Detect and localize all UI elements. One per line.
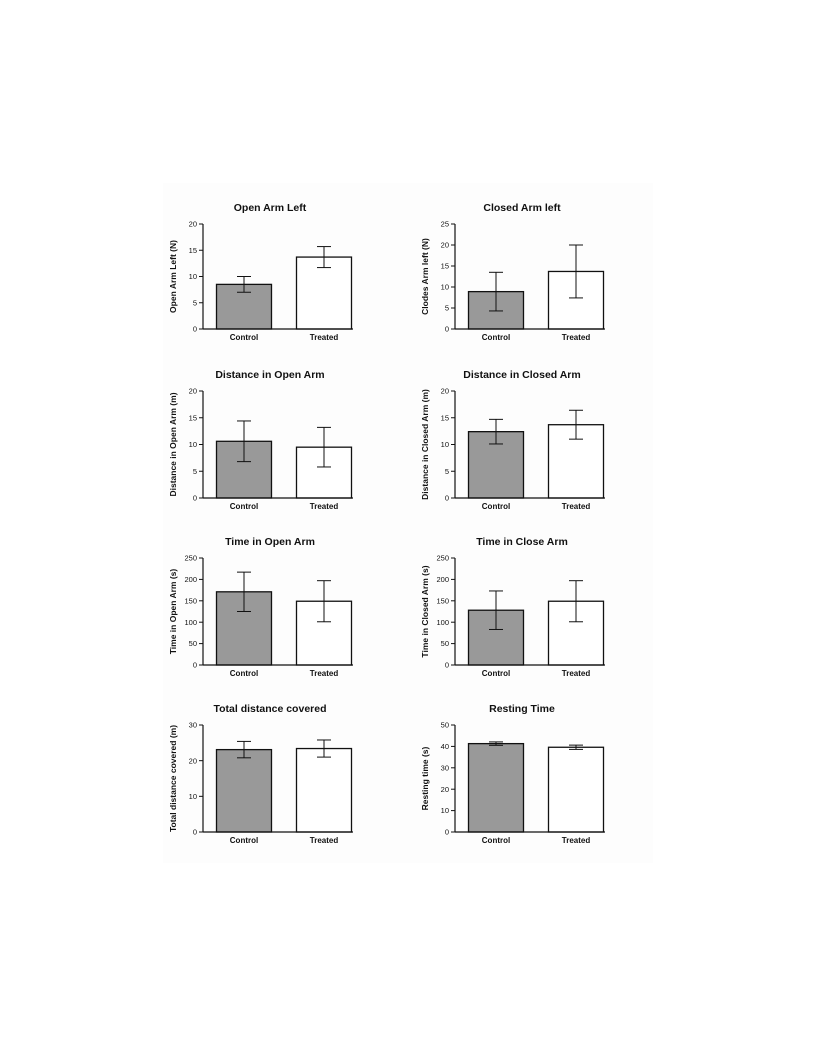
y-tick-label: 250 (436, 554, 449, 563)
y-tick-label: 0 (193, 325, 197, 334)
category-label: Treated (310, 502, 339, 511)
y-tick-label: 15 (441, 262, 449, 271)
category-label: Treated (562, 669, 591, 678)
y-tick-label: 20 (441, 241, 449, 250)
category-label: Control (482, 669, 510, 678)
y-axis-label: Open Arm Left (N) (168, 240, 178, 313)
category-label: Control (230, 836, 258, 845)
y-tick-label: 50 (189, 639, 197, 648)
category-label: Control (482, 502, 510, 511)
y-axis-label: Total distance covered (m) (168, 725, 178, 832)
chart-title: Time in Close Arm (476, 536, 568, 548)
y-tick-label: 150 (184, 596, 197, 605)
y-tick-label: 30 (189, 721, 197, 730)
chart-title: Resting Time (489, 703, 555, 715)
y-axis-label: Clodes Arm left (N) (420, 238, 430, 315)
y-tick-label: 15 (189, 246, 197, 255)
y-tick-label: 15 (189, 413, 197, 422)
y-tick-label: 40 (441, 742, 449, 751)
bar-control (467, 742, 525, 833)
category-label: Treated (562, 836, 591, 845)
y-tick-label: 150 (436, 596, 449, 605)
y-tick-label: 5 (445, 467, 449, 476)
y-tick-label: 10 (441, 440, 449, 449)
y-tick-label: 15 (441, 413, 449, 422)
y-tick-label: 20 (189, 387, 197, 396)
charts-figure: Open Arm Left Open Arm Left (N) Control Tre… (168, 202, 605, 845)
y-tick-label: 5 (445, 304, 449, 313)
category-label: Treated (562, 333, 591, 342)
y-axis-label: Distance in Closed Arm (m) (420, 389, 430, 500)
y-axis-label: Distance in Open Arm (m) (168, 392, 178, 496)
y-tick-label: 0 (193, 828, 197, 837)
y-tick-label: 200 (436, 575, 449, 584)
y-tick-label: 10 (189, 792, 197, 801)
chart-title: Total distance covered (213, 703, 326, 715)
y-tick-label: 20 (189, 756, 197, 765)
y-tick-label: 10 (441, 806, 449, 815)
y-tick-label: 100 (184, 618, 197, 627)
bar-treated (547, 746, 605, 833)
y-tick-label: 0 (193, 661, 197, 670)
figure-panel: Open Arm Left Open Arm Left (N) Control Tre… (163, 183, 653, 863)
y-axis-label: Time in Closed Arm (s) (420, 565, 430, 657)
chart-title: Closed Arm left (483, 202, 561, 214)
y-tick-label: 5 (193, 467, 197, 476)
y-tick-label: 250 (184, 554, 197, 563)
y-tick-label: 100 (436, 618, 449, 627)
chart-panel-6: Time in Close Arm Time in Closed Arm (s) C… (420, 536, 605, 678)
category-label: Control (230, 669, 258, 678)
y-tick-label: 10 (441, 283, 449, 292)
chart-title: Open Arm Left (234, 202, 307, 214)
category-label: Control (482, 836, 510, 845)
category-label: Control (230, 333, 258, 342)
y-tick-label: 0 (445, 661, 449, 670)
chart-panel-5: Time in Open Arm Time in Open Arm (s) Cont… (168, 536, 353, 678)
category-label: Treated (310, 333, 339, 342)
chart-panel-8: Resting Time Resting time (s) Control Treat… (420, 703, 605, 845)
y-tick-label: 25 (441, 220, 449, 229)
y-tick-label: 50 (441, 721, 449, 730)
y-tick-label: 10 (189, 440, 197, 449)
bar-control (215, 748, 273, 833)
y-tick-label: 0 (445, 325, 449, 334)
y-axis-label: Time in Open Arm (s) (168, 569, 178, 655)
chart-title: Distance in Open Arm (215, 369, 324, 381)
category-label: Treated (562, 502, 591, 511)
chart-panel-2: Closed Arm left Clodes Arm left (N) Contro… (420, 202, 605, 342)
y-tick-label: 0 (193, 494, 197, 503)
chart-title: Time in Open Arm (225, 536, 315, 548)
y-tick-label: 0 (445, 494, 449, 503)
chart-panel-4: Distance in Closed Arm Distance in Closed… (420, 369, 605, 511)
chart-panel-7: Total distance covered Total distance cov… (168, 703, 353, 845)
category-label: Treated (310, 669, 339, 678)
category-label: Control (482, 333, 510, 342)
y-tick-label: 5 (193, 298, 197, 307)
y-tick-label: 50 (441, 639, 449, 648)
y-tick-label: 20 (441, 785, 449, 794)
y-tick-label: 30 (441, 763, 449, 772)
y-tick-label: 0 (445, 828, 449, 837)
chart-panel-1: Open Arm Left Open Arm Left (N) Control Tre… (168, 202, 353, 342)
chart-title: Distance in Closed Arm (463, 369, 580, 381)
y-tick-label: 10 (189, 272, 197, 281)
y-tick-label: 20 (441, 387, 449, 396)
y-tick-label: 200 (184, 575, 197, 584)
category-label: Control (230, 502, 258, 511)
chart-panel-3: Distance in Open Arm Distance in Open Arm… (168, 369, 353, 511)
y-axis-label: Resting time (s) (420, 746, 430, 810)
y-tick-label: 20 (189, 220, 197, 229)
category-label: Treated (310, 836, 339, 845)
bar-treated (295, 747, 353, 833)
